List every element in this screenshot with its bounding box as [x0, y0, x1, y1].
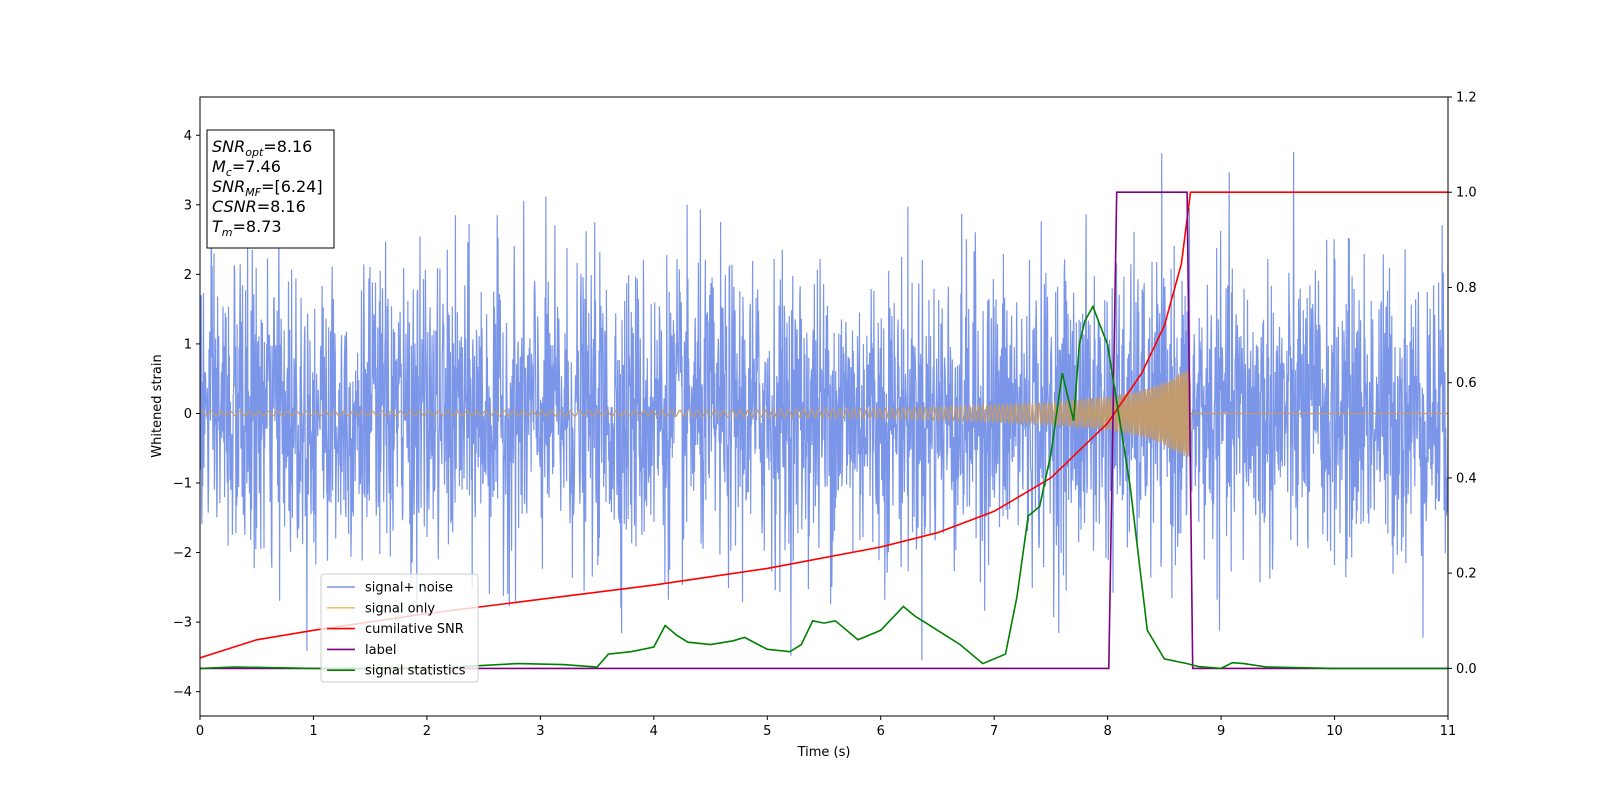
x-tick-label: 8 [1103, 724, 1111, 739]
x-tick-label: 11 [1440, 724, 1457, 739]
x-tick-label: 6 [877, 724, 885, 739]
x-tick-label: 10 [1326, 724, 1343, 739]
right-y-tick-label: 0.6 [1456, 376, 1477, 391]
legend-label: signal statistics [365, 664, 466, 679]
x-tick-label: 5 [763, 724, 771, 739]
x-axis-ticks: 0 1 2 3 4 5 6 7 8 9 10 11 [196, 716, 1456, 739]
left-y-tick-label: −1 [173, 477, 192, 492]
annotation-frame [206, 129, 335, 249]
annotation-line: Tm=8.73 [212, 217, 282, 239]
x-tick-label: 3 [536, 724, 544, 739]
x-tick-label: 2 [423, 724, 431, 739]
x-tick-label: 7 [990, 724, 998, 739]
legend-label: signal+ noise [365, 581, 453, 596]
left-y-tick-label: 1 [184, 337, 192, 352]
legend-label: label [365, 643, 396, 658]
left-y-tick-label: −4 [173, 685, 192, 700]
series-label-line [200, 191, 1448, 670]
x-axis-label: Time (s) [797, 745, 851, 760]
annotation-line: SNRopt=8.16 [212, 137, 312, 159]
legend-label: cumilative SNR [365, 622, 464, 637]
left-y-tick-label: 2 [184, 268, 192, 283]
series-signal-statistics-line [200, 304, 1448, 670]
right-y-tick-label: 0.8 [1456, 281, 1477, 296]
y-axis-label: Whitened strain [150, 354, 165, 457]
annotation-line: SNRMF=[6.24] [212, 177, 323, 199]
legend-label: signal only [365, 601, 435, 616]
right-y-tick-label: 0.0 [1456, 662, 1477, 677]
series-signal-only-line [200, 369, 1448, 458]
left-y-tick-label: 3 [184, 198, 192, 213]
series-signal-noise-line [200, 151, 1448, 661]
left-y-axis-ticks: −4 −3 −2 −1 0 1 2 3 4 [173, 129, 200, 700]
legend: signal+ noise signal only cumilative SNR la… [320, 573, 479, 683]
x-tick-label: 1 [309, 724, 317, 739]
right-y-tick-label: 1.0 [1456, 186, 1477, 201]
annotation-box: SNRopt=8.16Mc=7.46SNRMF=[6.24]CSNR=8.16T… [206, 129, 335, 249]
plot-frame [199, 96, 1449, 717]
x-tick-label: 9 [1217, 724, 1225, 739]
right-y-tick-label: 0.2 [1456, 567, 1477, 582]
x-tick-label: 0 [196, 724, 204, 739]
annotation-line: CSNR=8.16 [212, 197, 306, 216]
legend-frame [320, 573, 479, 683]
left-y-tick-label: −3 [173, 616, 192, 631]
left-y-tick-label: −2 [173, 546, 192, 561]
right-y-axis-ticks: 0.0 0.2 0.4 0.6 0.8 1.0 1.2 [1448, 91, 1477, 677]
left-y-tick-label: 0 [184, 407, 192, 422]
annotation-line: Mc=7.46 [212, 157, 281, 179]
right-y-tick-label: 1.2 [1456, 91, 1477, 106]
left-y-tick-label: 4 [184, 129, 192, 144]
x-tick-label: 4 [650, 724, 658, 739]
right-y-tick-label: 0.4 [1456, 471, 1477, 486]
